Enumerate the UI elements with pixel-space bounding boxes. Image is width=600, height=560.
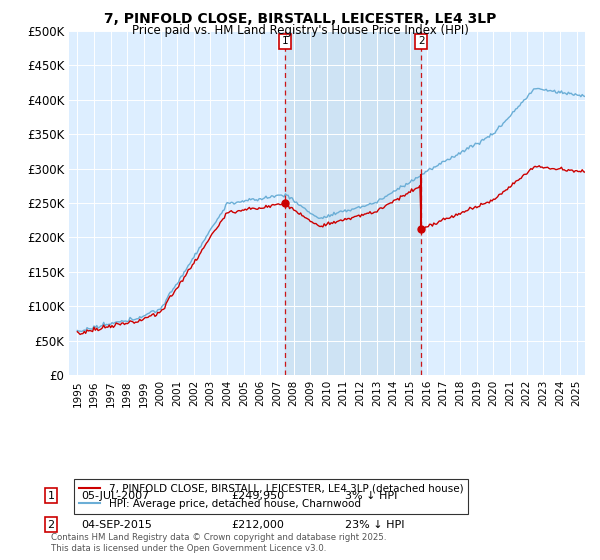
Text: Contains HM Land Registry data © Crown copyright and database right 2025.
This d: Contains HM Land Registry data © Crown c… [51,533,386,553]
Text: 7, PINFOLD CLOSE, BIRSTALL, LEICESTER, LE4 3LP: 7, PINFOLD CLOSE, BIRSTALL, LEICESTER, L… [104,12,496,26]
Text: £212,000: £212,000 [231,520,284,530]
Text: 1: 1 [47,491,55,501]
Text: 05-JUL-2007: 05-JUL-2007 [81,491,149,501]
Text: Price paid vs. HM Land Registry's House Price Index (HPI): Price paid vs. HM Land Registry's House … [131,24,469,36]
Text: 3% ↓ HPI: 3% ↓ HPI [345,491,397,501]
Text: 1: 1 [282,36,289,46]
Text: 23% ↓ HPI: 23% ↓ HPI [345,520,404,530]
Text: 04-SEP-2015: 04-SEP-2015 [81,520,152,530]
Text: 2: 2 [47,520,55,530]
Bar [286,31,421,375]
Text: £249,950: £249,950 [231,491,284,501]
Legend: 7, PINFOLD CLOSE, BIRSTALL, LEICESTER, LE4 3LP (detached house), HPI: Average pr: 7, PINFOLD CLOSE, BIRSTALL, LEICESTER, L… [74,479,469,514]
Text: 2: 2 [418,36,425,46]
